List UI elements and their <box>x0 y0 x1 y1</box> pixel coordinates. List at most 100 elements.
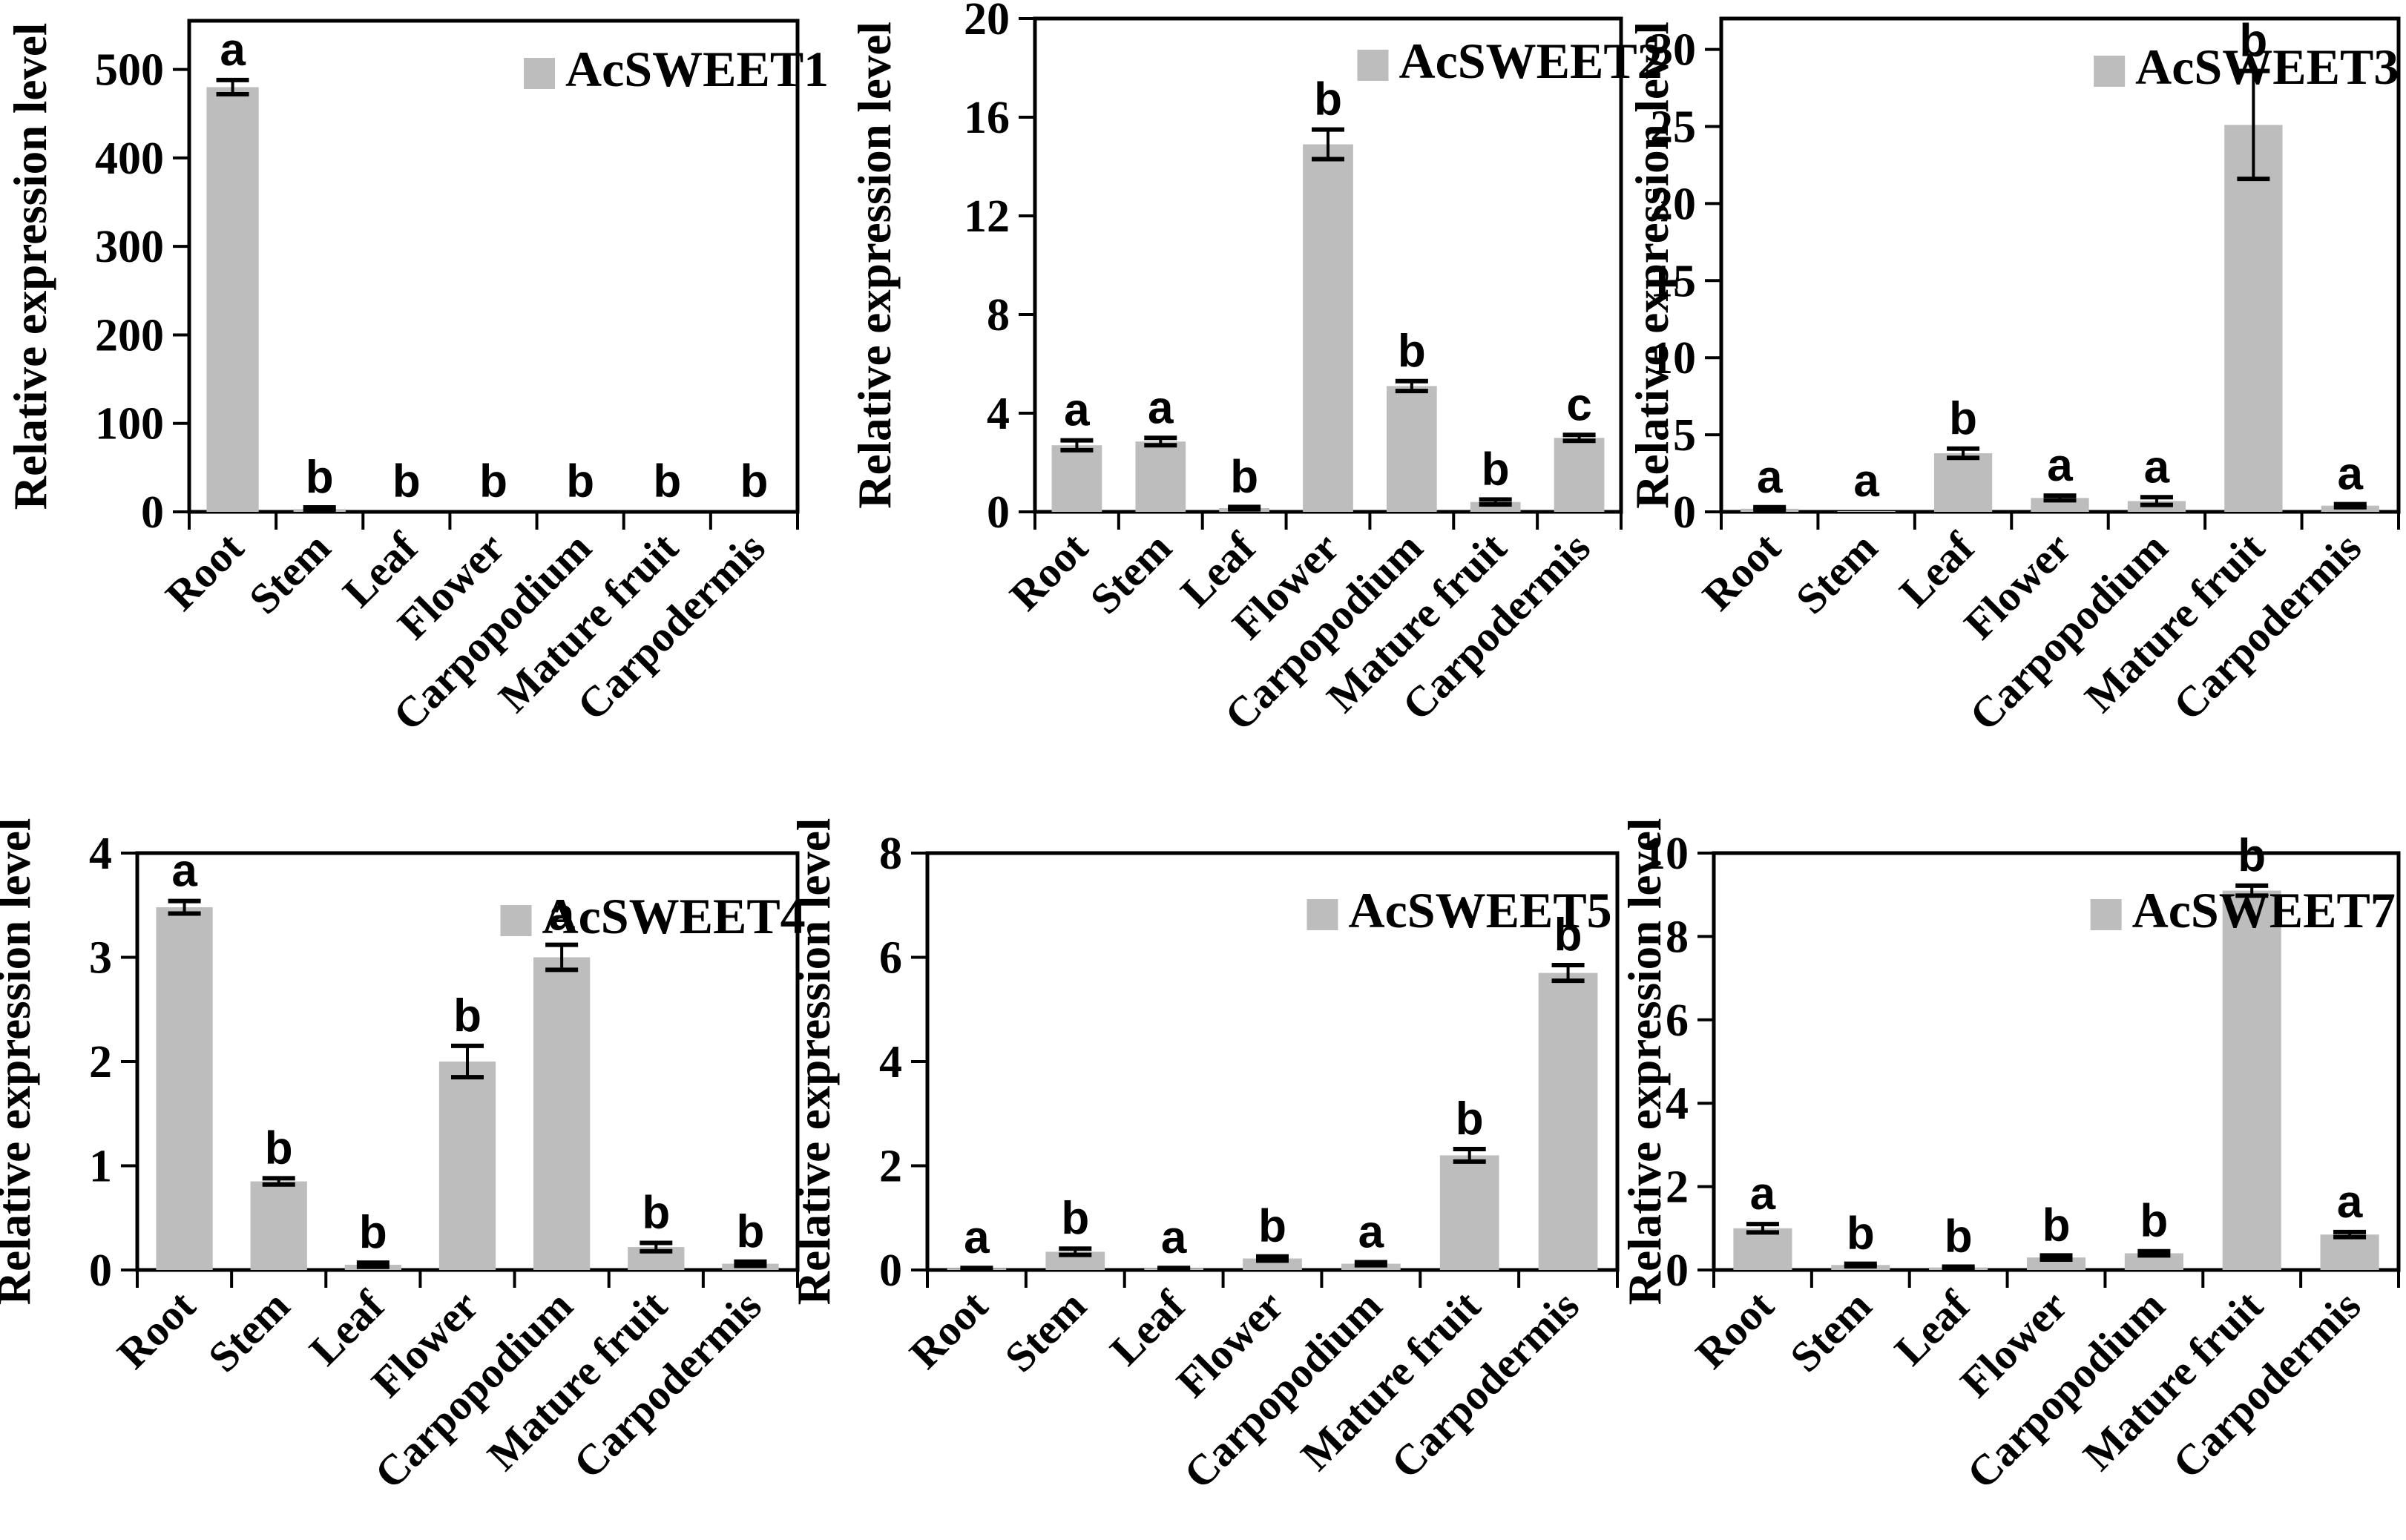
significance-letter: b <box>736 1206 764 1257</box>
legend-label: AcSWEET2 <box>1399 33 1663 89</box>
y-tick-label: 4 <box>1666 1079 1689 1129</box>
significance-letter: a <box>2144 441 2170 493</box>
bar-flower <box>1303 144 1353 512</box>
y-tick-label: 4 <box>987 389 1010 439</box>
x-category-label: Root <box>900 1281 997 1378</box>
bar-root <box>1051 445 1102 512</box>
significance-letter: a <box>1064 385 1090 436</box>
y-tick-label: 0 <box>1673 487 1696 538</box>
y-tick-label: 15 <box>1650 256 1696 306</box>
y-axis-label: Relative expression level <box>0 818 40 1306</box>
bar-stem <box>1837 510 1896 512</box>
significance-letter: b <box>653 456 681 507</box>
significance-letter: b <box>306 452 334 503</box>
significance-letter: a <box>171 846 197 897</box>
chart-panel-acsweet2: 048121620aRootaStembLeafbFlowerbCarpopod… <box>849 0 1663 740</box>
legend-label: AcSWEET4 <box>542 888 806 944</box>
significance-letter: a <box>1750 1168 1776 1220</box>
y-tick-label: 400 <box>95 134 164 184</box>
y-tick-label: 10 <box>1650 333 1696 384</box>
significance-letter: b <box>566 456 594 507</box>
y-tick-label: 8 <box>879 829 902 879</box>
significance-letter: b <box>642 1187 670 1238</box>
x-category-label: Stem <box>996 1281 1096 1381</box>
significance-letter: b <box>1949 393 1977 444</box>
legend-swatch-icon <box>524 58 555 89</box>
bar-carpodermis <box>1554 438 1605 512</box>
bar-stem <box>1135 441 1186 512</box>
y-tick-label: 0 <box>1666 1246 1689 1296</box>
significance-letter: b <box>1456 1093 1484 1145</box>
significance-letter: b <box>1061 1193 1089 1244</box>
significance-letter: b <box>740 456 768 507</box>
y-tick-label: 8 <box>1666 912 1689 962</box>
bar-leaf <box>1933 453 1993 512</box>
chart-panel-acsweet5: 02468aRootbStemaLeafbFloweraCarpopodiumb… <box>788 818 1620 1498</box>
y-tick-label: 1 <box>89 1142 112 1192</box>
significance-letter: b <box>1482 444 1510 495</box>
significance-letter: b <box>2042 1200 2071 1251</box>
legend-label: AcSWEET5 <box>1349 882 1612 938</box>
x-category-label: Root <box>1693 523 1790 620</box>
y-tick-label: 4 <box>879 1037 902 1087</box>
y-tick-label: 30 <box>1650 25 1696 76</box>
bar-mature-fruit <box>2224 125 2283 512</box>
significance-letter: c <box>1566 379 1591 430</box>
significance-letter: a <box>2047 440 2073 491</box>
y-tick-label: 20 <box>1650 179 1696 229</box>
bar-stem <box>250 1181 307 1270</box>
significance-letter: b <box>479 456 507 507</box>
significance-letter: a <box>1853 455 1879 507</box>
chart-panel-acsweet3: 051015202530aRootaStembLeafaFloweraCarpo… <box>1626 16 2401 740</box>
bar-flower <box>438 1062 496 1270</box>
y-tick-label: 2 <box>879 1142 902 1192</box>
significance-letter: a <box>2338 449 2364 500</box>
y-tick-label: 3 <box>89 933 112 984</box>
significance-letter: b <box>1847 1208 1875 1260</box>
bar-carpodermis <box>1538 973 1598 1270</box>
significance-letter: a <box>220 24 246 76</box>
y-tick-label: 5 <box>1673 410 1696 461</box>
x-category-label: Root <box>1000 523 1097 620</box>
x-category-label: Stem <box>1081 523 1181 623</box>
y-axis-label: Relative expression level <box>849 22 901 509</box>
bar-root <box>206 87 259 512</box>
y-tick-label: 100 <box>95 399 164 450</box>
y-tick-label: 8 <box>987 290 1010 340</box>
x-category-label: Root <box>108 1281 206 1378</box>
significance-letter: a <box>1161 1212 1187 1263</box>
significance-letter: a <box>549 889 575 941</box>
y-tick-label: 300 <box>95 222 164 272</box>
y-tick-label: 0 <box>987 487 1010 538</box>
y-axis-label: Relative expression level <box>1626 22 1678 509</box>
x-category-label: Stem <box>1787 523 1887 623</box>
significance-letter: b <box>1230 451 1258 502</box>
y-tick-label: 2 <box>89 1037 112 1087</box>
y-tick-label: 0 <box>89 1246 112 1296</box>
y-tick-label: 0 <box>879 1246 902 1296</box>
significance-letter: b <box>1554 909 1582 961</box>
y-tick-label: 4 <box>89 829 112 879</box>
bar-carpopodium <box>1387 386 1437 512</box>
y-tick-label: 20 <box>964 0 1010 45</box>
y-tick-label: 16 <box>964 93 1010 143</box>
y-axis-label: Relative expression level <box>1619 818 1671 1306</box>
y-tick-label: 200 <box>95 310 164 361</box>
chart-panel-acsweet7: 0246810aRootbStembLeafbFlowerbCarpopodiu… <box>1619 818 2401 1498</box>
bar-mature-fruit <box>2222 890 2281 1270</box>
bar-root <box>156 907 213 1270</box>
significance-letter: b <box>1398 326 1426 377</box>
x-category-label: Root <box>157 523 254 620</box>
bar-carpopodium <box>533 957 591 1270</box>
y-axis-label: Relative expression level <box>4 23 56 510</box>
significance-letter: b <box>1314 74 1342 125</box>
y-axis-label: Relative expression level <box>788 818 840 1306</box>
significance-letter: a <box>1757 452 1783 503</box>
significance-letter: b <box>1945 1211 1973 1263</box>
x-category-label: Stem <box>240 523 340 623</box>
significance-letter: b <box>265 1122 293 1174</box>
plot-frame <box>187 19 800 514</box>
